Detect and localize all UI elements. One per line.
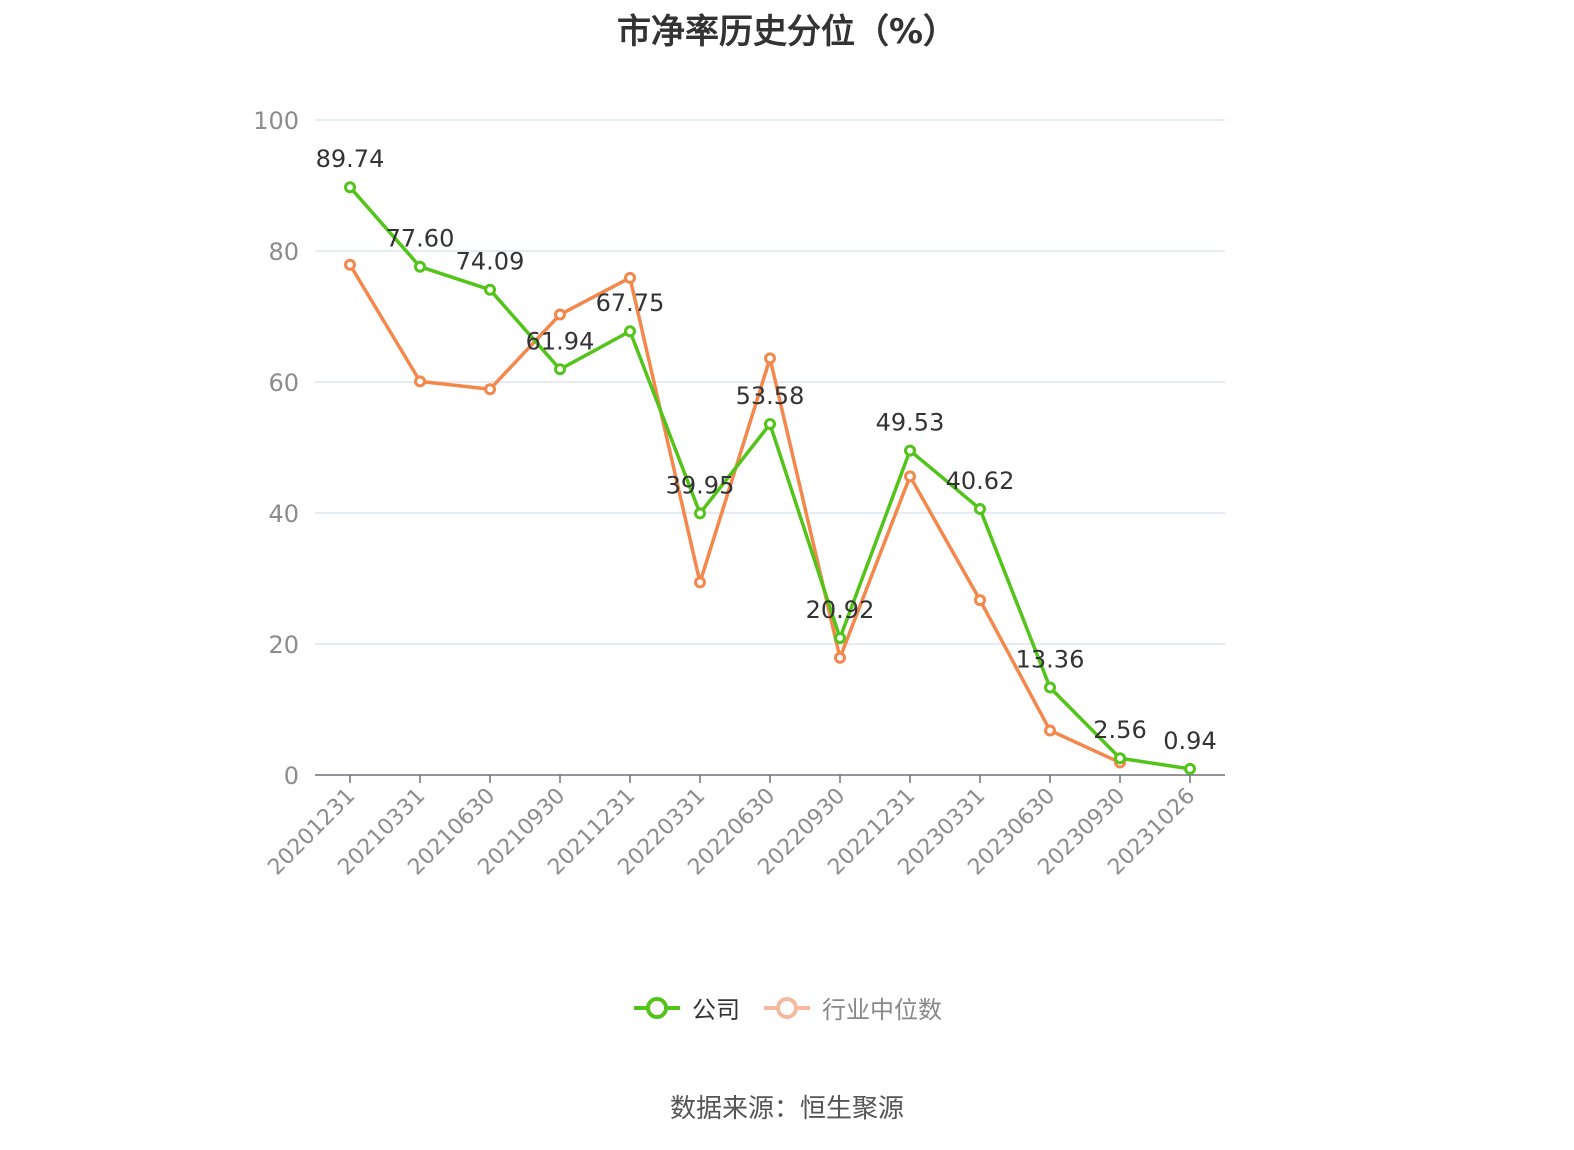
data-point-company	[484, 283, 496, 296]
data-point-company	[344, 181, 356, 194]
data-point-company	[1044, 681, 1056, 694]
data-point-company	[694, 507, 706, 520]
data-point-industry	[764, 352, 776, 365]
data-point-industry	[974, 594, 986, 607]
data-point-company	[624, 325, 636, 338]
data-label: 67.75	[596, 289, 665, 317]
data-point-industry	[694, 576, 706, 589]
data-point-company	[1184, 762, 1196, 775]
legend-item-company[interactable]: 公司	[632, 990, 740, 1025]
data-point-industry	[484, 383, 496, 396]
data-point-industry	[1044, 724, 1056, 737]
y-tick-label: 40	[268, 500, 299, 528]
data-label: 2.56	[1093, 716, 1146, 744]
data-label: 0.94	[1163, 727, 1216, 755]
data-point-company	[764, 418, 776, 431]
data-point-company	[554, 363, 566, 376]
data-point-industry	[554, 308, 566, 321]
data-point-company	[834, 631, 846, 644]
data-point-industry	[344, 258, 356, 271]
y-tick-label: 0	[284, 762, 299, 790]
legend-item-industry[interactable]: 行业中位数	[762, 990, 942, 1025]
data-point-industry	[624, 271, 636, 284]
line-chart: 0204060801002020123120210331202106302021…	[253, 107, 1225, 880]
data-source: 数据来源：恒生聚源	[669, 1094, 904, 1124]
data-point-company	[414, 260, 426, 273]
data-point-company	[904, 444, 916, 457]
y-tick-label: 100	[253, 107, 299, 135]
chart-legend: 公司 行业中位数	[0, 990, 1574, 1025]
data-label: 89.74	[316, 145, 385, 173]
data-label: 39.95	[666, 471, 735, 499]
legend-label-industry: 行业中位数	[822, 996, 942, 1024]
data-label: 53.58	[736, 382, 805, 410]
y-tick-label: 60	[268, 369, 299, 397]
data-point-industry	[414, 375, 426, 388]
y-tick-label: 80	[268, 238, 299, 266]
data-label: 49.53	[876, 409, 945, 437]
data-point-industry	[904, 470, 916, 483]
data-label: 77.60	[386, 225, 455, 253]
data-label: 74.09	[456, 248, 525, 276]
legend-label-company: 公司	[692, 996, 740, 1024]
legend-company-line-icon	[634, 996, 680, 1019]
data-point-industry	[834, 651, 846, 664]
chart-title: 市净率历史分位（%）	[616, 12, 958, 52]
data-point-company	[1114, 752, 1126, 765]
data-label: 20.92	[806, 596, 875, 624]
data-label: 61.94	[526, 327, 595, 355]
y-tick-label: 20	[268, 631, 299, 659]
data-label: 40.62	[946, 467, 1015, 495]
data-point-company	[974, 502, 986, 515]
data-label: 13.36	[1016, 645, 1085, 673]
legend-industry-line-icon	[764, 996, 810, 1019]
